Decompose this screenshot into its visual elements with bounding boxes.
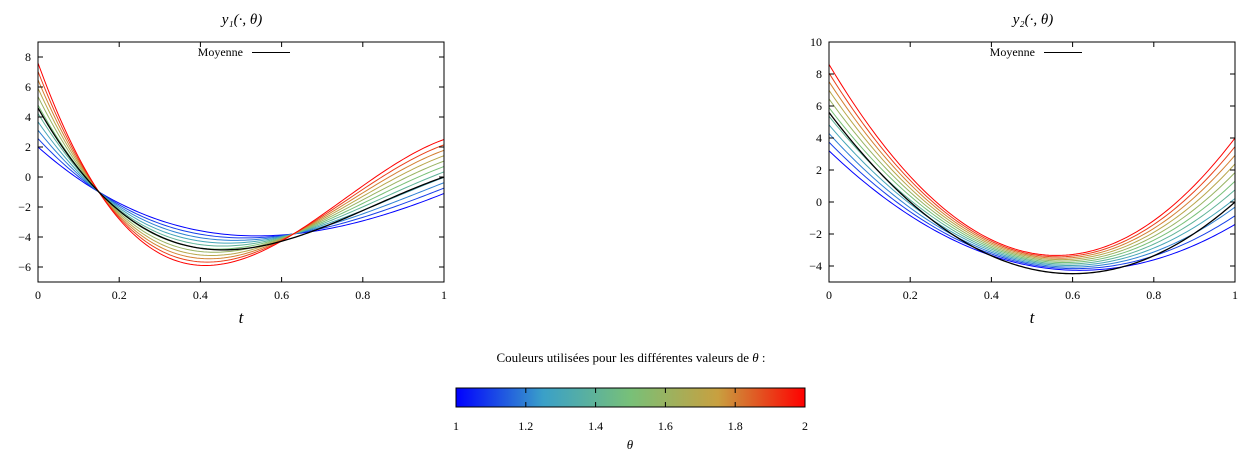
chart-y1-legend-label: Moyenne — [198, 45, 243, 59]
x-tick-label: 0.2 — [903, 288, 918, 302]
colorbar-gradient — [455, 387, 806, 408]
chart-y2-y-ticks: 10 8 6 4 2 0 −2 −4 — [809, 35, 1235, 273]
y-tick-label: 6 — [25, 80, 31, 94]
y-tick-label: −4 — [809, 259, 822, 273]
x-tick-label: 0.4 — [984, 288, 999, 302]
theta-curve — [829, 150, 1235, 271]
x-tick-label: 0 — [35, 288, 41, 302]
x-tick-label: 1 — [1232, 288, 1238, 302]
colorbar-tick-label: 1 — [453, 419, 459, 433]
y-tick-label: −6 — [18, 260, 31, 274]
x-tick-label: 0.8 — [1146, 288, 1161, 302]
mean-curve — [829, 112, 1235, 275]
x-tick-label: 0.4 — [193, 288, 208, 302]
colorbar-theta-label: θ — [627, 437, 634, 452]
colorbar-caption: Couleurs utilisées pour les différentes … — [497, 350, 766, 365]
colorbar-ticks: 1 1.2 1.4 1.6 1.8 2 — [453, 388, 808, 433]
x-tick-label: 0.8 — [355, 288, 370, 302]
x-tick-label: 0.6 — [274, 288, 289, 302]
y-tick-label: 4 — [25, 110, 31, 124]
theta-curve — [829, 90, 1235, 261]
theta-curve — [829, 124, 1235, 267]
colorbar-tick-label: 1.6 — [658, 419, 673, 433]
theta-curve — [829, 115, 1235, 265]
colorbar-caption-suffix: : — [759, 350, 766, 365]
y-tick-label: 2 — [25, 140, 31, 154]
y-tick-label: 8 — [816, 67, 822, 81]
y-tick-label: 6 — [816, 99, 822, 113]
chart-y2-x-ticks: 0 0.2 0.4 0.6 0.8 1 — [826, 42, 1238, 302]
colorbar-tick-label: 1.2 — [518, 419, 533, 433]
theta-curve — [38, 62, 444, 266]
colorbar-tick-label: 1.4 — [588, 419, 603, 433]
y-tick-label: 0 — [816, 195, 822, 209]
chart-y2-x-label: t — [1030, 308, 1036, 327]
chart-y1: y₁(·, θ) 0 0.2 0.4 0.6 0.8 1 8 6 4 2 0 −2 −4 −6 t Mo… — [18, 12, 447, 327]
chart-y2-frame — [828, 41, 1236, 283]
y-tick-label: −2 — [18, 200, 31, 214]
chart-y2: y₂(·, θ) 0 0.2 0.4 0.6 0.8 1 10 8 6 4 2 0 −2 −4 t Mo… — [809, 12, 1238, 327]
theta-curve — [38, 113, 444, 247]
theta-curve — [829, 98, 1235, 262]
y-tick-label: 0 — [25, 170, 31, 184]
theta-curve — [829, 72, 1235, 258]
x-tick-label: 0.2 — [112, 288, 127, 302]
theta-curve — [829, 107, 1235, 264]
x-tick-label: 0 — [826, 288, 832, 302]
y-tick-label: 4 — [816, 131, 822, 145]
x-tick-label: 0.6 — [1065, 288, 1080, 302]
chart-y1-x-label: t — [239, 308, 245, 327]
x-tick-label: 1 — [441, 288, 447, 302]
theta-curve — [829, 133, 1235, 268]
colorbar-tick-label: 2 — [802, 419, 808, 433]
theta-curve — [829, 64, 1235, 256]
theta-curve — [38, 96, 444, 253]
mean-curve — [38, 107, 444, 251]
theta-curve — [38, 138, 444, 239]
y-tick-label: 2 — [816, 163, 822, 177]
chart-y2-legend: Moyenne — [990, 45, 1082, 59]
chart-y1-title: y₁(·, θ) — [220, 12, 262, 28]
chart-y1-curves — [38, 62, 444, 266]
chart-y2-title: y₂(·, θ) — [1011, 12, 1053, 28]
theta-colorbar: Couleurs utilisées pour les différentes … — [453, 350, 808, 452]
theta-curve — [38, 121, 444, 244]
theta-curve — [829, 81, 1235, 259]
chart-y1-frame — [37, 41, 445, 283]
theta-curve — [829, 141, 1235, 270]
theta-curve — [38, 79, 444, 260]
y-tick-label: −4 — [18, 230, 31, 244]
chart-y2-curves — [829, 64, 1235, 275]
chart-y1-y-ticks: 8 6 4 2 0 −2 −4 −6 — [18, 50, 444, 274]
theta-curve — [38, 104, 444, 250]
colorbar-caption-symbol: θ — [752, 350, 759, 365]
chart-y2-legend-label: Moyenne — [990, 45, 1035, 59]
theta-curve — [38, 71, 444, 263]
y-tick-label: 10 — [810, 35, 822, 49]
y-tick-label: 8 — [25, 50, 31, 64]
chart-y1-x-ticks: 0 0.2 0.4 0.6 0.8 1 — [35, 42, 447, 302]
colorbar-caption-text: Couleurs utilisées pour les différentes … — [497, 350, 750, 365]
y-tick-label: −2 — [809, 227, 822, 241]
chart-y1-legend: Moyenne — [198, 45, 290, 59]
colorbar-tick-label: 1.8 — [728, 419, 743, 433]
